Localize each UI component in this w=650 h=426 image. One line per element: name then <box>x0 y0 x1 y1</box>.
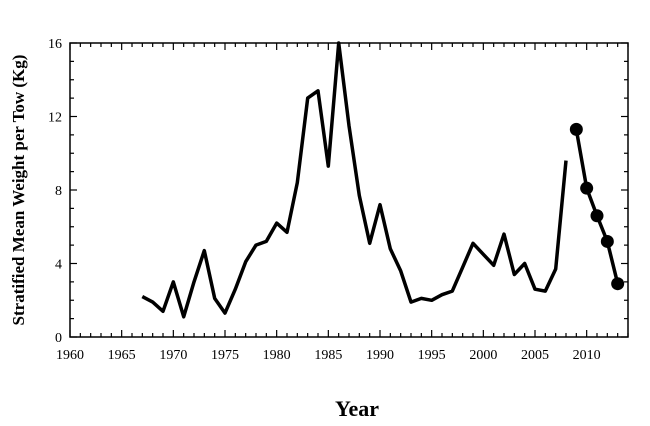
x-tick-label: 1980 <box>263 348 291 363</box>
y-tick-label: 16 <box>48 37 62 52</box>
x-axis: 1960 1965 1970 1975 1980 1985 1990 1995 2000 2005… <box>56 43 629 363</box>
series-line-2 <box>574 129 620 285</box>
x-tick-label: 1985 <box>314 348 342 363</box>
x-axis-title: Year <box>335 396 379 421</box>
y-axis-title: Stratified Mean Weight per Tow (Kg) <box>9 55 28 326</box>
x-tick-label: 1990 <box>366 348 394 363</box>
y-tick-label: 12 <box>48 111 62 126</box>
x-tick-label: 2000 <box>469 348 497 363</box>
plot-frame <box>69 42 629 338</box>
x-tick-label: 1965 <box>108 348 136 363</box>
series-line-1 <box>141 41 568 319</box>
x-tick-label: 1995 <box>418 348 446 363</box>
x-tick-label: 1960 <box>56 348 84 363</box>
y-tick-label: 4 <box>55 258 62 273</box>
data-point <box>590 209 604 223</box>
series-layer <box>141 41 625 319</box>
x-tick-label: 1975 <box>211 348 239 363</box>
data-point <box>580 181 594 195</box>
data-point <box>569 122 583 136</box>
data-point <box>600 234 614 248</box>
y-axis: 0 4 8 12 16 <box>48 37 628 346</box>
y-tick-label: 8 <box>55 184 62 199</box>
y-tick-label: 0 <box>55 331 62 346</box>
x-tick-label: 2010 <box>573 348 601 363</box>
x-tick-label: 2005 <box>521 348 549 363</box>
data-point <box>611 277 625 291</box>
x-tick-label: 1970 <box>159 348 187 363</box>
